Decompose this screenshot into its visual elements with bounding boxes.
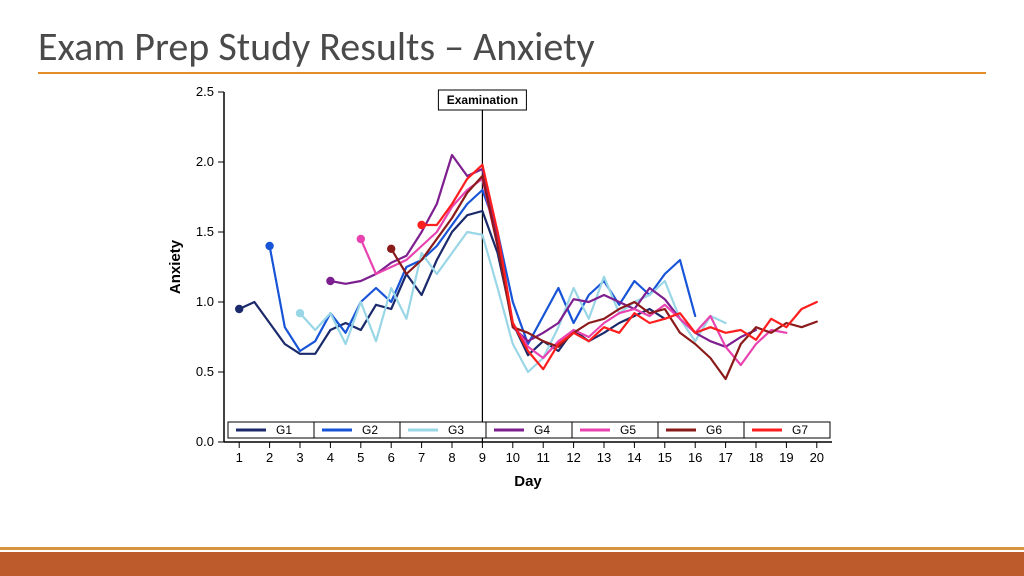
svg-text:1.0: 1.0 (196, 294, 214, 309)
svg-text:15: 15 (658, 450, 672, 465)
svg-text:Day: Day (514, 473, 542, 490)
slide-title: Exam Prep Study Results – Anxiety (38, 22, 595, 71)
svg-text:G7: G7 (792, 423, 808, 437)
svg-text:11: 11 (536, 450, 550, 465)
svg-text:G4: G4 (534, 423, 550, 437)
slide: Exam Prep Study Results – Anxiety 0.0 0.5… (0, 0, 1024, 576)
svg-text:13: 13 (597, 450, 611, 465)
svg-text:8: 8 (448, 450, 455, 465)
svg-text:5: 5 (357, 450, 364, 465)
svg-text:G2: G2 (362, 423, 378, 437)
svg-text:16: 16 (688, 450, 702, 465)
svg-text:14: 14 (627, 450, 641, 465)
svg-text:9: 9 (479, 450, 486, 465)
svg-text:4: 4 (327, 450, 334, 465)
svg-text:17: 17 (718, 450, 732, 465)
footer-thick-bar (0, 552, 1024, 576)
svg-text:2: 2 (266, 450, 273, 465)
svg-text:0.5: 0.5 (196, 364, 214, 379)
footer-thin-bar (0, 547, 1024, 550)
svg-text:1: 1 (236, 450, 243, 465)
svg-text:3: 3 (296, 450, 303, 465)
svg-text:Examination: Examination (447, 93, 518, 107)
svg-text:2.0: 2.0 (196, 154, 214, 169)
title-underline (38, 72, 986, 74)
svg-text:G3: G3 (448, 423, 464, 437)
svg-text:10: 10 (506, 450, 520, 465)
svg-text:1.5: 1.5 (196, 224, 214, 239)
svg-text:G6: G6 (706, 423, 722, 437)
svg-text:6: 6 (388, 450, 395, 465)
svg-text:19: 19 (779, 450, 793, 465)
chart-svg: 0.00.51.01.52.02.51234567891011121314151… (162, 82, 862, 522)
anxiety-chart: 0.00.51.01.52.02.51234567891011121314151… (162, 82, 862, 522)
svg-text:G5: G5 (620, 423, 636, 437)
svg-text:0.0: 0.0 (196, 434, 214, 449)
svg-text:20: 20 (810, 450, 824, 465)
svg-text:12: 12 (566, 450, 580, 465)
svg-text:G1: G1 (276, 423, 292, 437)
svg-text:7: 7 (418, 450, 425, 465)
svg-text:2.5: 2.5 (196, 84, 214, 99)
svg-text:Anxiety: Anxiety (167, 239, 184, 294)
svg-text:18: 18 (749, 450, 763, 465)
